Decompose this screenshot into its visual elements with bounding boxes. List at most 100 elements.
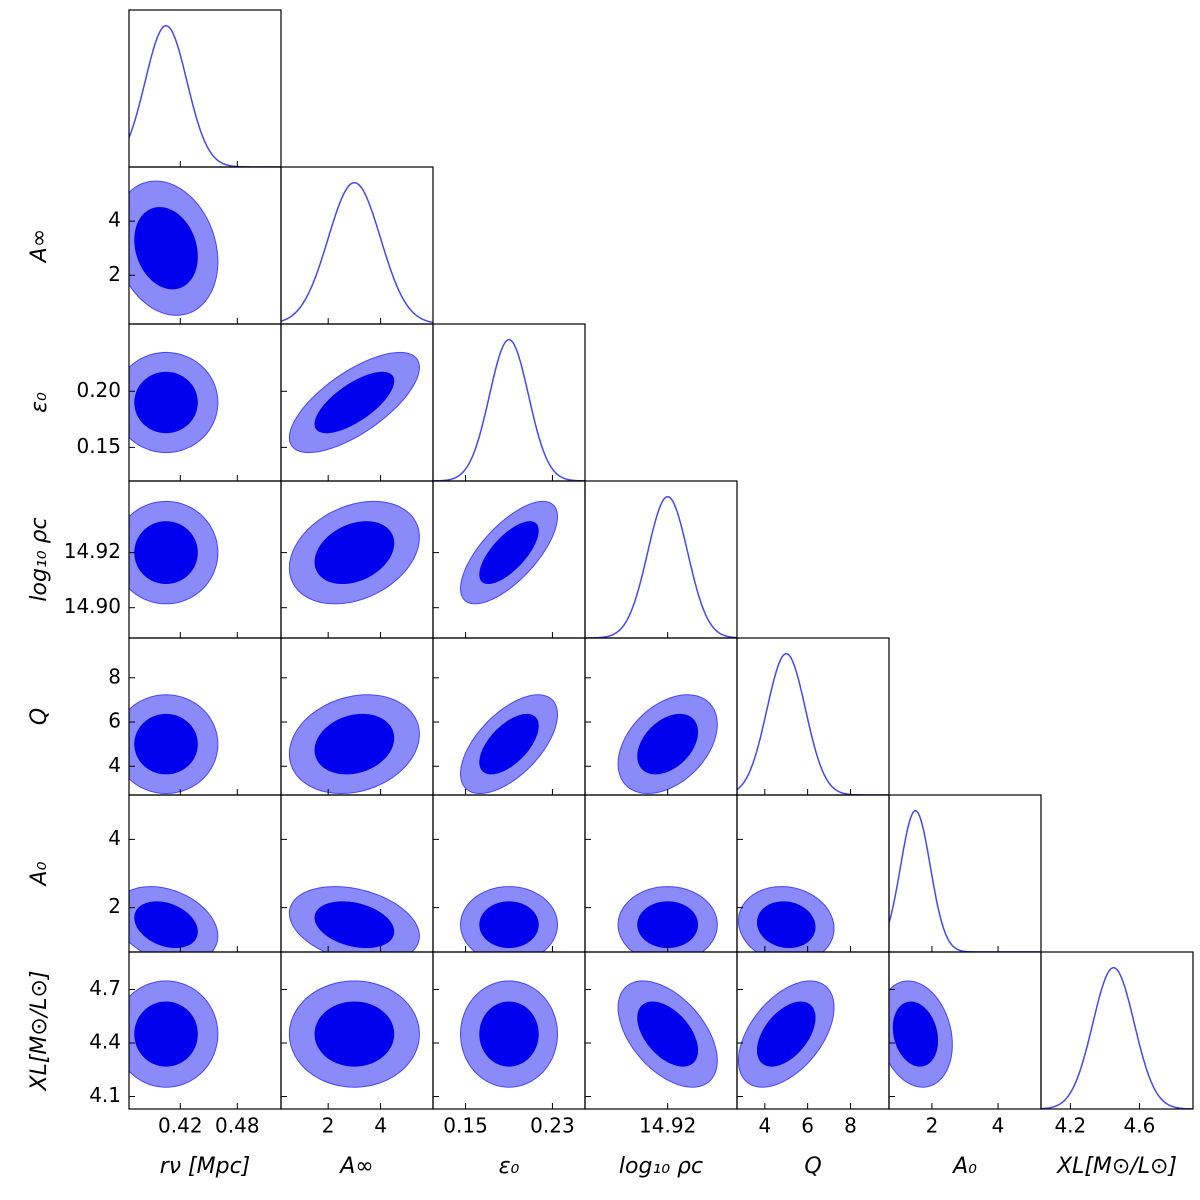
y-tick-label: 6 <box>108 709 121 733</box>
y-tick-label: 0.20 <box>76 378 121 402</box>
x-tick-label: 4 <box>374 1114 387 1138</box>
panel <box>129 694 219 795</box>
contour-inner <box>479 521 539 584</box>
y-axis-label: Q <box>27 708 52 725</box>
y-axis-label: A₀ <box>27 861 52 887</box>
contour-inner <box>314 901 395 948</box>
panel <box>585 495 737 638</box>
x-tick-label: 4.6 <box>1124 1114 1156 1138</box>
panel <box>129 500 219 605</box>
y-tick-label: 0.15 <box>76 434 121 458</box>
panel <box>288 886 420 952</box>
marginal-curve <box>129 24 281 167</box>
y-tick-label: 4.1 <box>89 1083 121 1107</box>
contour-inner <box>314 521 395 584</box>
panel-frame <box>1040 951 1194 1110</box>
x-axis-label: Q <box>804 1154 821 1179</box>
panel <box>617 886 718 952</box>
x-tick-label: 4 <box>758 1114 771 1138</box>
contour-inner <box>134 521 198 584</box>
contour-inner <box>134 901 198 948</box>
panel <box>617 980 718 1088</box>
x-tick-label: 4.2 <box>1054 1114 1086 1138</box>
y-axis-label: log₁₀ ρc <box>27 517 52 601</box>
contour-inner <box>479 1001 539 1067</box>
panel <box>288 351 420 454</box>
y-tick-label: 4.4 <box>89 1029 121 1053</box>
panel <box>1041 966 1193 1109</box>
y-axis-label: ε₀ <box>27 392 52 413</box>
y-tick-label: 14.92 <box>64 539 121 563</box>
y-tick-label: 2 <box>108 262 121 286</box>
panel <box>459 694 559 794</box>
marginal-curve <box>281 181 433 324</box>
panel <box>281 181 433 324</box>
panel-frame <box>888 794 1042 953</box>
x-axis-label: XL[M⊙/L⊙] <box>1056 1154 1177 1179</box>
x-tick-label: 0.48 <box>215 1114 260 1138</box>
panel <box>129 24 281 167</box>
y-tick-label: 4 <box>108 826 121 850</box>
x-axis-label: A₀ <box>951 1154 977 1179</box>
panel-frame <box>432 323 586 482</box>
contour-inner <box>134 371 198 434</box>
panel <box>737 652 889 795</box>
contour-inner <box>134 713 198 775</box>
marginal-curve <box>737 652 889 795</box>
panel <box>889 809 1041 952</box>
x-tick-label: 2 <box>322 1114 335 1138</box>
panel <box>738 886 835 952</box>
contour-inner <box>892 1001 938 1067</box>
contour-inner <box>757 1001 816 1067</box>
marginal-curve <box>889 809 1041 952</box>
panel <box>129 980 219 1088</box>
marginal-curve <box>433 338 585 481</box>
contour-inner <box>314 371 395 434</box>
x-axis-label: log₁₀ ρc <box>619 1154 703 1179</box>
panel <box>129 180 219 316</box>
panel <box>617 694 718 795</box>
panel-frame <box>280 166 434 325</box>
panel-frame <box>736 637 890 796</box>
y-axis-label: A∞ <box>27 229 52 264</box>
x-tick-label: 14.92 <box>639 1114 696 1138</box>
panel <box>459 886 559 952</box>
y-axis-label: XL[M⊙/L⊙] <box>27 970 52 1091</box>
y-tick-label: 8 <box>108 664 121 688</box>
y-tick-label: 4 <box>108 208 121 232</box>
contour-inner <box>314 713 395 775</box>
y-tick-label: 4 <box>108 753 121 777</box>
contour-inner <box>637 901 699 948</box>
x-tick-label: 0.42 <box>158 1114 203 1138</box>
panel <box>129 886 219 952</box>
contour-inner <box>134 207 198 290</box>
marginal-curve <box>585 495 737 638</box>
contour-inner <box>637 713 699 775</box>
marginal-curve <box>1041 966 1193 1109</box>
panel <box>738 980 835 1088</box>
panel <box>459 980 559 1088</box>
panel <box>288 980 420 1088</box>
x-tick-label: 8 <box>844 1114 857 1138</box>
x-axis-label: A∞ <box>338 1154 373 1179</box>
x-tick-label: 6 <box>801 1114 814 1138</box>
panel <box>129 351 219 454</box>
contour-inner <box>479 901 539 948</box>
contour-inner <box>479 713 539 775</box>
x-axis-label: rν [Mpc] <box>160 1154 251 1179</box>
y-tick-label: 4.7 <box>89 976 121 1000</box>
y-tick-label: 2 <box>108 894 121 918</box>
contour-inner <box>637 1001 699 1067</box>
contour-inner <box>134 1001 198 1067</box>
contour-inner <box>757 901 816 948</box>
panel <box>459 500 559 605</box>
x-tick-label: 0.15 <box>443 1114 488 1138</box>
y-tick-label: 14.90 <box>64 594 121 618</box>
x-tick-label: 2 <box>926 1114 939 1138</box>
contour-inner <box>314 1001 395 1067</box>
x-tick-label: 4 <box>992 1114 1005 1138</box>
panel <box>288 500 420 605</box>
panel <box>288 694 420 795</box>
x-tick-label: 0.23 <box>530 1114 575 1138</box>
